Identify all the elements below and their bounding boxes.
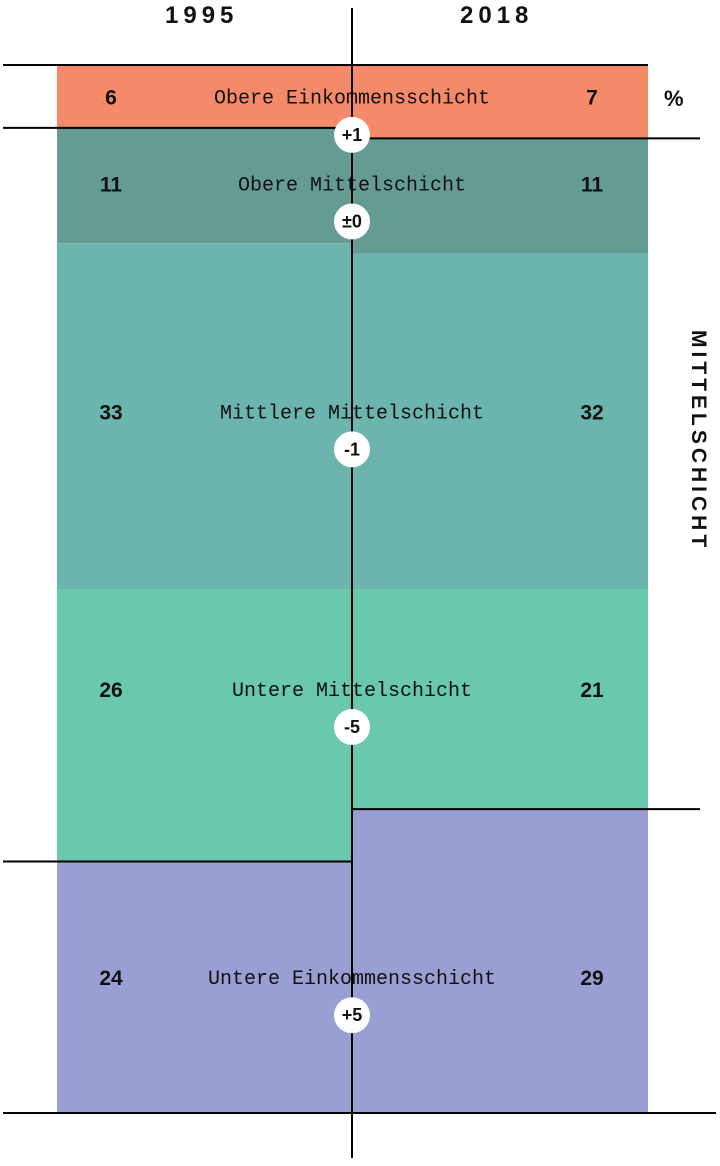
value-2018-untere-mittelschicht: 21 bbox=[580, 679, 604, 702]
change-badge-obere-einkommensschicht bbox=[334, 116, 370, 153]
year-label-1995: 1995 bbox=[165, 2, 239, 29]
change-badge-untere-einkommensschicht bbox=[334, 997, 370, 1034]
segment-label-obere-mittelschicht: Obere Mittelschicht bbox=[238, 175, 466, 198]
bar-2018-obere-einkommensschicht bbox=[352, 65, 648, 139]
change-badge-mittlere-mittelschicht bbox=[334, 431, 370, 468]
bar-1995-obere-mittelschicht bbox=[57, 127, 352, 244]
segment-label-untere-mittelschicht: Untere Mittelschicht bbox=[232, 680, 472, 703]
change-badge-untere-mittelschicht bbox=[334, 709, 370, 746]
change-label-mittlere-mittelschicht: -1 bbox=[344, 439, 360, 459]
bar-2018-mittlere-mittelschicht bbox=[352, 253, 648, 589]
bar-2018-obere-mittelschicht bbox=[352, 138, 648, 254]
bar-1995-untere-mittelschicht bbox=[57, 589, 352, 862]
year-label-2018: 2018 bbox=[460, 2, 534, 29]
change-label-obere-einkommensschicht: +1 bbox=[342, 125, 363, 145]
bar-1995-untere-einkommensschicht bbox=[57, 861, 352, 1113]
change-badge-obere-mittelschicht bbox=[334, 203, 370, 240]
change-label-obere-mittelschicht: ±0 bbox=[342, 212, 362, 232]
value-1995-untere-mittelschicht: 26 bbox=[99, 679, 122, 702]
group-label-mittelschicht: MITTELSCHICHT bbox=[687, 330, 710, 552]
segment-label-obere-einkommensschicht: Obere Einkommensschicht bbox=[214, 87, 490, 110]
segment-label-untere-einkommensschicht: Untere Einkommensschicht bbox=[208, 968, 496, 991]
value-2018-obere-mittelschicht: 11 bbox=[581, 174, 604, 197]
value-1995-untere-einkommensschicht: 24 bbox=[99, 967, 123, 990]
value-1995-mittlere-mittelschicht: 33 bbox=[99, 401, 122, 424]
bar-2018-untere-einkommensschicht bbox=[352, 809, 648, 1113]
value-2018-obere-einkommensschicht: 7 bbox=[586, 86, 598, 109]
bar-2018-untere-mittelschicht bbox=[352, 589, 648, 810]
change-label-untere-mittelschicht: -5 bbox=[344, 717, 360, 737]
value-2018-untere-einkommensschicht: 29 bbox=[580, 967, 603, 990]
value-2018-mittlere-mittelschicht: 32 bbox=[580, 401, 603, 424]
segment-label-mittlere-mittelschicht: Mittlere Mittelschicht bbox=[220, 402, 484, 425]
bar-1995-mittlere-mittelschicht bbox=[57, 243, 352, 589]
value-1995-obere-einkommensschicht: 6 bbox=[105, 86, 117, 109]
bar-1995-obere-einkommensschicht bbox=[57, 65, 352, 128]
value-1995-obere-mittelschicht: 11 bbox=[100, 174, 123, 197]
unit-label: % bbox=[664, 86, 684, 111]
change-label-untere-einkommensschicht: +5 bbox=[342, 1005, 363, 1025]
